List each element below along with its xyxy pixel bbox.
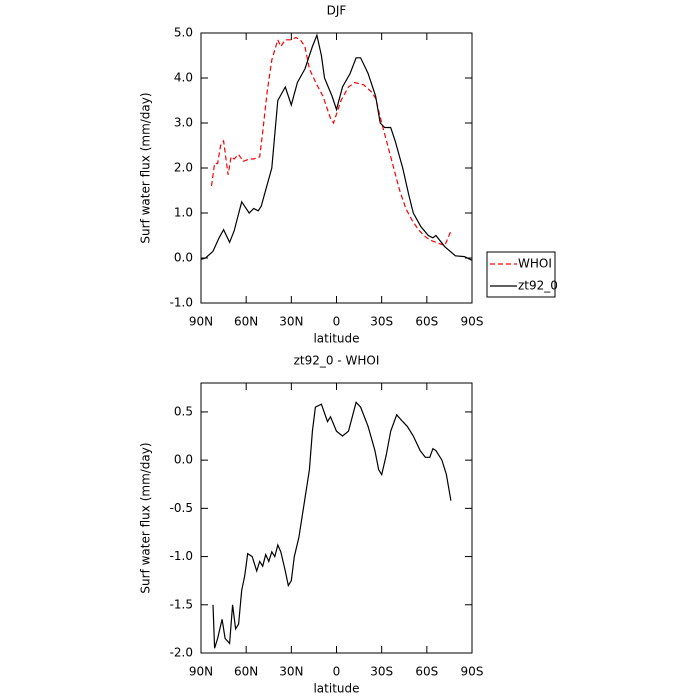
y-axis-label: Surf water flux (mm/day) [139,442,153,593]
y-tick-label: -1.5 [170,597,193,611]
y-tick-label: 2.0 [174,161,193,175]
plot-frame [200,32,473,304]
legend-box [486,251,556,298]
y-tick-label: 3.0 [174,116,193,130]
x-axis-label: latitude [313,332,359,346]
x-tick-label: 90N [189,665,213,679]
x-tick-label: 30N [279,665,303,679]
x-tick-label: 60S [415,665,438,679]
y-axis-label: Surf water flux (mm/day) [139,92,153,243]
y-tick-label: -1.0 [170,296,193,310]
y-tick-label: -0.5 [170,501,193,515]
data-line [212,401,452,649]
chart-title: zt92_0 - WHOI [294,354,380,368]
y-tick-label: -1.0 [170,549,193,563]
x-tick-label: 60N [234,315,258,329]
x-axis-label: latitude [313,682,359,696]
y-tick-label: 5.0 [174,26,193,40]
y-tick-label: 0.5 [174,404,193,418]
x-tick-label: 90S [461,315,484,329]
x-tick-label: 30S [370,665,393,679]
x-tick-label: 30N [279,315,303,329]
x-tick-label: 30S [370,315,393,329]
x-tick-label: 90N [189,315,213,329]
y-tick-label: -2.0 [170,646,193,660]
chart-title: DJF [327,4,347,18]
y-tick-label: 4.0 [174,71,193,85]
y-tick-label: 0.0 [174,251,193,265]
x-tick-label: 0 [333,665,341,679]
x-tick-label: 60S [415,315,438,329]
data-line [200,33,473,261]
x-tick-label: 0 [333,315,341,329]
plot-frame [200,382,473,654]
x-tick-label: 90S [461,665,484,679]
x-tick-label: 60N [234,665,258,679]
legend-label: zt92_0 [518,279,558,293]
data-line [210,36,452,247]
y-tick-label: 1.0 [174,206,193,220]
legend-label: WHOI [518,257,552,271]
y-tick-label: 0.0 [174,453,193,467]
